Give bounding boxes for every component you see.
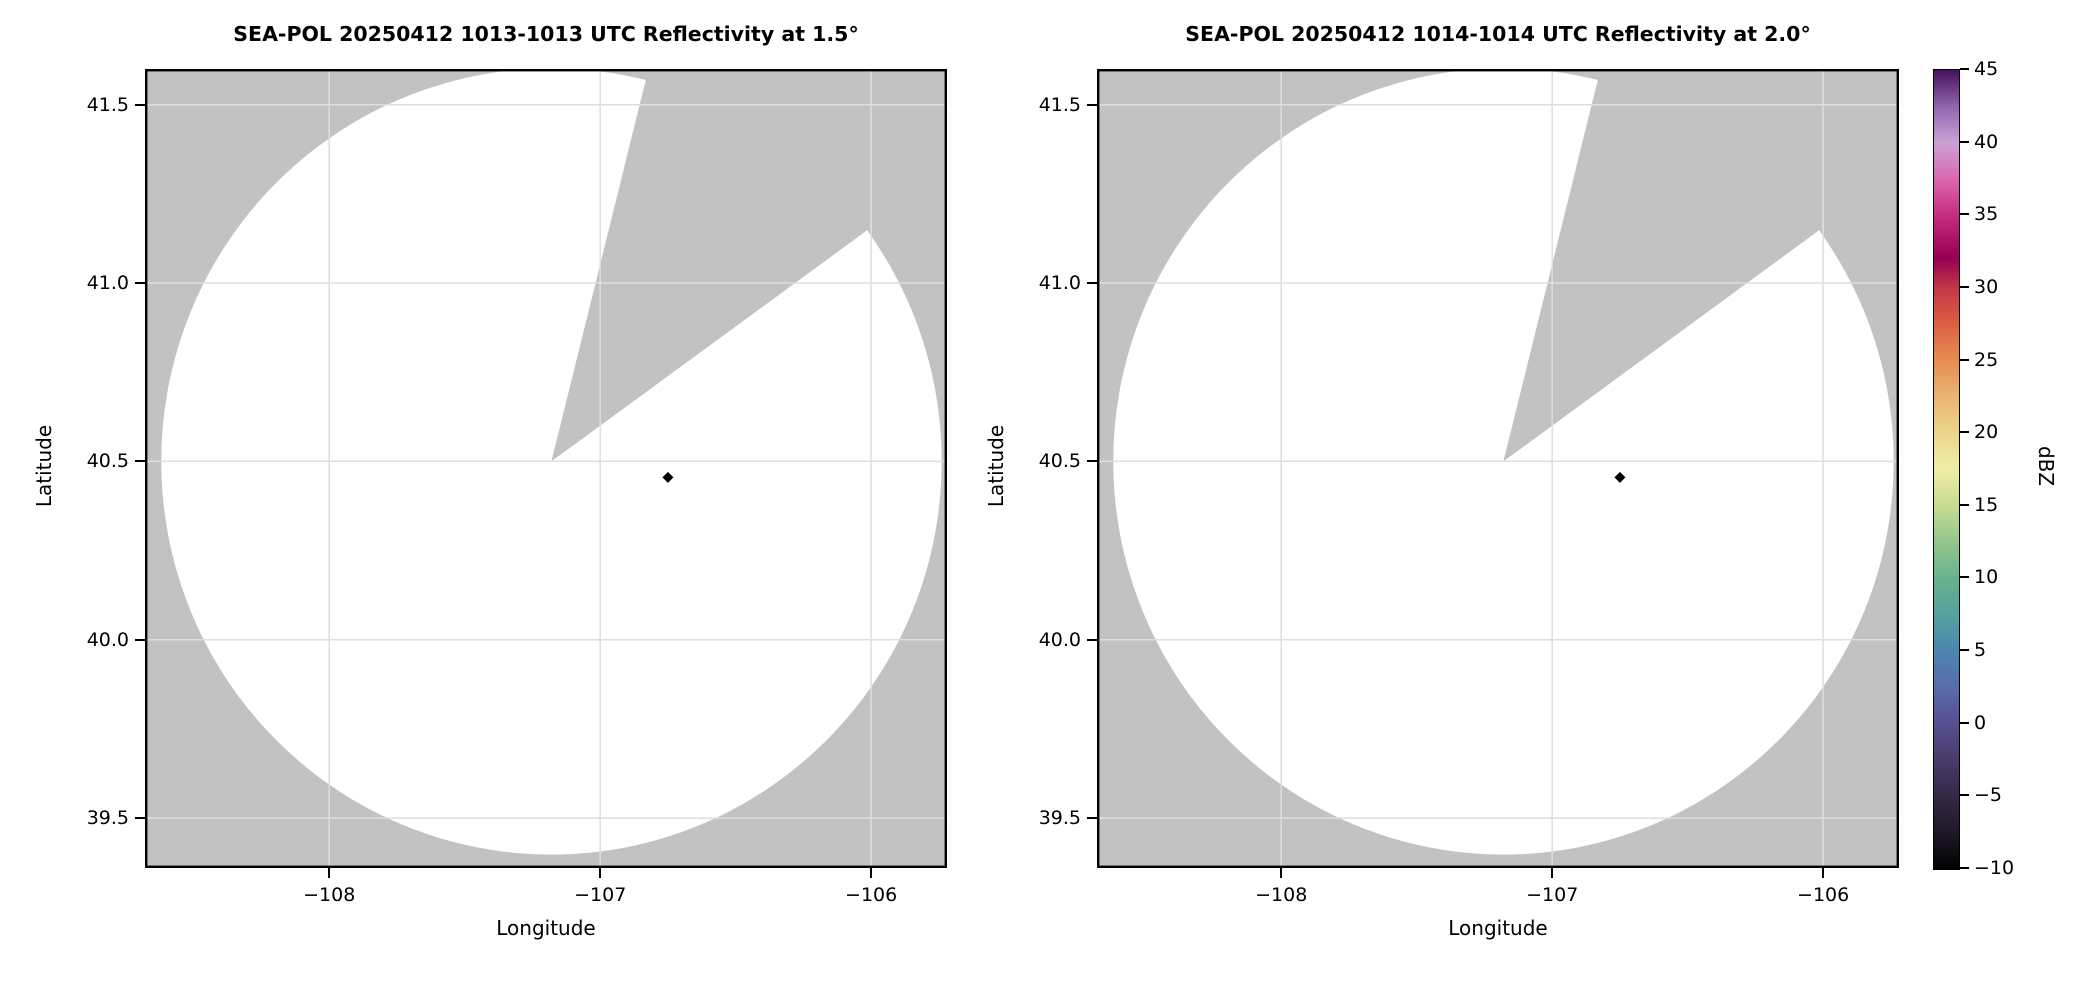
x-tick-label: −107 [574,884,627,906]
y-tick-mark [1087,638,1097,641]
axes-border [1097,69,1899,868]
x-tick-label: −108 [303,884,356,906]
x-tick-label: −106 [845,884,898,906]
y-tick-mark [1087,103,1097,106]
y-tick-mark [1087,817,1097,820]
colorbar-tick-mark [1960,503,1969,506]
y-tick-mark [135,460,145,463]
y-tick-label: 40.5 [86,450,129,473]
colorbar-gradient [1933,69,1960,870]
colorbar-tick-label: 20 [1974,421,1999,444]
colorbar-tick-mark [1960,867,1969,869]
x-tick-label: −107 [1526,884,1579,906]
y-tick-label: 41.5 [1038,93,1081,116]
colorbar-tick-mark [1960,721,1969,724]
colorbar-tick-mark [1960,649,1969,652]
axes-border [145,69,947,868]
colorbar-tick-mark [1960,431,1969,434]
colorbar-tick-label: 25 [1974,348,1999,371]
y-axis-label-left: Latitude [32,424,56,508]
x-axis-label-left: Longitude [496,916,596,940]
y-axis-label-right: Latitude [984,424,1008,508]
y-tick-mark [135,103,145,106]
panel-title-left: SEA-POL 20250412 1013-1013 UTC Reflectiv… [233,22,859,46]
x-axis-label-right: Longitude [1448,916,1548,940]
y-tick-mark [135,817,145,820]
x-tick-mark [1280,868,1283,878]
x-tick-label: −106 [1797,884,1850,906]
colorbar-tick-mark [1960,213,1969,216]
y-tick-mark [135,638,145,641]
colorbar-tick-label: −5 [1974,784,2003,807]
colorbar-tick-mark [1960,140,1969,143]
colorbar-tick-mark [1960,358,1969,361]
y-tick-mark [1087,282,1097,285]
x-tick-mark [1551,868,1554,878]
echo-point [662,471,674,483]
y-tick-label: 41.0 [86,272,129,295]
colorbar-tick-label: −10 [1974,857,2015,879]
colorbar-tick-label: 45 [1974,58,1999,80]
x-tick-mark [1822,868,1825,878]
x-tick-label: −108 [1255,884,1308,906]
x-tick-mark [599,868,602,878]
y-tick-mark [135,282,145,285]
colorbar-tick-label: 30 [1974,275,1999,298]
y-tick-label: 41.5 [86,93,129,116]
colorbar-tick-label: 35 [1974,203,1999,226]
colorbar-tick-mark [1960,576,1969,579]
colorbar-tick-label: 5 [1974,639,1987,662]
radar-ppi-plot-left [145,69,947,868]
radar-ppi-plot-right [1097,69,1899,868]
y-tick-mark [1087,460,1097,463]
colorbar-tick-label: 15 [1974,493,1999,516]
echo-point [1614,471,1626,483]
colorbar-tick-mark [1960,68,1969,70]
colorbar-tick-label: 10 [1974,566,1999,589]
panel-title-right: SEA-POL 20250412 1014-1014 UTC Reflectiv… [1185,22,1811,46]
y-tick-label: 40.5 [1038,450,1081,473]
colorbar-tick-label: 0 [1974,711,1987,734]
colorbar-label: dBZ [2034,445,2058,487]
colorbar-tick-label: 40 [1974,130,1999,153]
x-tick-mark [328,868,331,878]
y-tick-label: 39.5 [86,807,129,830]
y-tick-label: 39.5 [1038,807,1081,830]
x-tick-mark [870,868,873,878]
colorbar-tick-mark [1960,285,1969,288]
y-tick-label: 41.0 [1038,272,1081,295]
colorbar-tick-mark [1960,794,1969,797]
y-tick-label: 40.0 [1038,628,1081,651]
y-tick-label: 40.0 [86,628,129,651]
